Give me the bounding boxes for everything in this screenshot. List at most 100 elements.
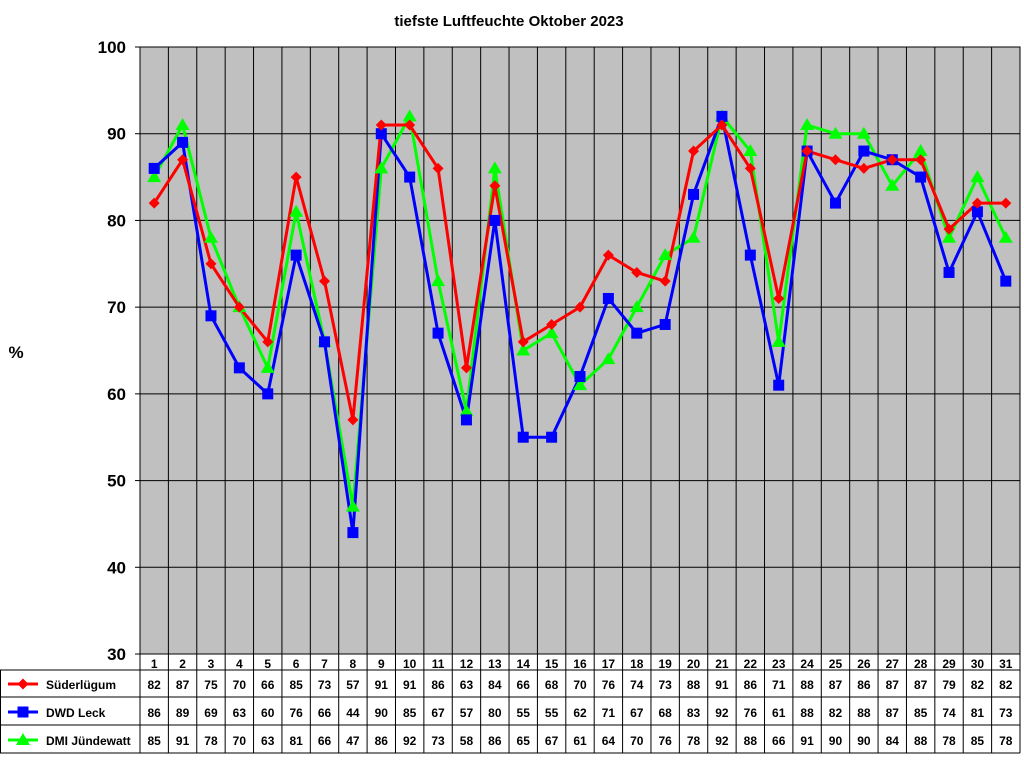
data-point <box>915 154 927 166</box>
data-point <box>489 214 501 226</box>
x-tick-label: 19 <box>658 657 672 671</box>
data-point <box>771 334 786 347</box>
data-label: 67 <box>545 734 559 748</box>
data-point <box>375 119 387 131</box>
data-label: 57 <box>346 678 360 692</box>
data-point <box>404 171 416 183</box>
data-label: 73 <box>431 734 445 748</box>
data-label: 78 <box>942 734 956 748</box>
y-tick-label: 50 <box>107 472 126 491</box>
data-label: 80 <box>488 706 502 720</box>
data-label: 61 <box>573 734 587 748</box>
data-label: 78 <box>687 734 701 748</box>
x-tick-label: 18 <box>630 657 644 671</box>
data-point <box>602 292 614 304</box>
data-label: 78 <box>204 734 218 748</box>
data-point <box>347 414 359 426</box>
data-point <box>432 162 444 174</box>
data-label: 86 <box>857 678 871 692</box>
data-point <box>688 188 700 200</box>
data-point <box>1000 275 1012 287</box>
data-label: 73 <box>318 678 332 692</box>
data-label: 70 <box>233 678 247 692</box>
data-point <box>601 352 616 365</box>
data-label: 88 <box>914 734 928 748</box>
x-tick-label: 30 <box>971 657 985 671</box>
data-point <box>260 360 275 373</box>
data-point <box>629 300 644 313</box>
data-point <box>290 171 302 183</box>
data-point <box>374 161 389 174</box>
data-point <box>345 499 360 512</box>
x-tick-label: 9 <box>378 657 385 671</box>
data-label: 66 <box>318 734 332 748</box>
data-point <box>631 327 643 339</box>
data-label: 92 <box>715 706 729 720</box>
data-point <box>431 274 446 287</box>
data-point <box>913 144 928 157</box>
data-point <box>943 223 955 235</box>
data-label: 76 <box>744 706 758 720</box>
data-point <box>744 249 756 261</box>
data-label: 90 <box>829 734 843 748</box>
x-tick-label: 23 <box>772 657 786 671</box>
y-tick-label: 90 <box>107 125 126 144</box>
data-point <box>828 126 843 139</box>
data-point <box>659 318 671 330</box>
data-label: 61 <box>772 706 786 720</box>
data-point <box>716 110 728 122</box>
data-label: 84 <box>488 678 502 692</box>
data-point <box>573 378 587 391</box>
data-label: 86 <box>744 678 758 692</box>
y-tick-label: 40 <box>107 558 126 577</box>
data-point <box>205 258 217 270</box>
y-tick-label: 60 <box>107 385 126 404</box>
data-label: 70 <box>573 678 587 692</box>
data-label: 70 <box>630 734 644 748</box>
data-label: 55 <box>545 706 559 720</box>
data-label: 66 <box>261 678 275 692</box>
x-tick-label: 28 <box>914 657 928 671</box>
x-tick-label: 13 <box>488 657 502 671</box>
y-axis-ticks: 30 40 50 60 70 80 90 100 <box>98 38 140 664</box>
data-label: 73 <box>999 706 1013 720</box>
data-label: 88 <box>800 678 814 692</box>
data-label: 76 <box>658 734 672 748</box>
data-label: 91 <box>715 678 729 692</box>
data-point <box>319 336 331 348</box>
data-label: 88 <box>744 734 758 748</box>
data-label: 60 <box>261 706 275 720</box>
x-tick-label: 25 <box>829 657 843 671</box>
data-label: 83 <box>687 706 701 720</box>
y-tick-label: 100 <box>98 38 126 57</box>
data-point <box>517 431 529 443</box>
data-point <box>829 154 841 166</box>
data-point <box>942 230 957 243</box>
x-tick-label: 17 <box>602 657 616 671</box>
data-point <box>175 118 190 131</box>
data-point <box>148 197 160 209</box>
data-point <box>347 527 359 539</box>
data-label: 92 <box>715 734 729 748</box>
data-label: 85 <box>289 678 303 692</box>
data-label: 84 <box>886 734 900 748</box>
x-tick-label: 27 <box>886 657 900 671</box>
x-tick-label: 16 <box>573 657 587 671</box>
data-point <box>262 388 274 400</box>
data-point <box>404 119 416 131</box>
data-label: 82 <box>148 678 162 692</box>
data-point <box>290 249 302 261</box>
x-tick-label: 15 <box>545 657 559 671</box>
data-label: 63 <box>261 734 275 748</box>
data-label: 89 <box>176 706 190 720</box>
data-label: 75 <box>204 678 218 692</box>
data-point <box>971 197 983 209</box>
data-point <box>743 144 758 157</box>
data-label: 91 <box>375 678 389 692</box>
data-point <box>148 162 160 174</box>
data-label: 91 <box>176 734 190 748</box>
data-point <box>856 126 871 139</box>
data-label: 87 <box>886 678 900 692</box>
y-axis-label: % <box>8 343 23 362</box>
data-label: 90 <box>857 734 871 748</box>
